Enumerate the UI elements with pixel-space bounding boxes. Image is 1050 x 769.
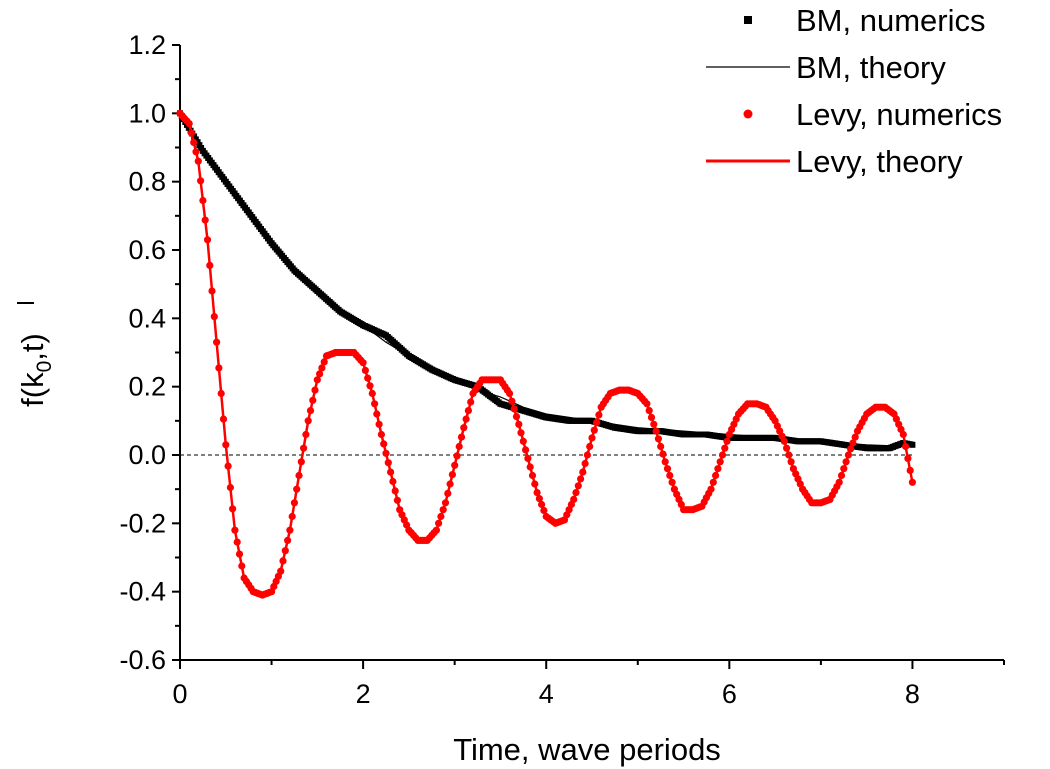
legend-swatch [744, 16, 752, 24]
data-point [909, 441, 916, 448]
series-levy-theory [179, 112, 914, 597]
legend-label: Levy, theory [796, 144, 963, 179]
y-tick-label: -0.4 [119, 577, 166, 607]
y-tick-label: 0.8 [128, 167, 166, 197]
y-tick-label: 0.0 [128, 440, 166, 470]
legend-label: Levy, numerics [796, 97, 1002, 132]
legend-label: BM, numerics [796, 3, 985, 38]
legend-label: BM, theory [796, 50, 946, 85]
plot-series [176, 109, 917, 599]
series-line [179, 112, 914, 597]
legend-swatch [743, 109, 753, 119]
y-tick-label: 1.0 [128, 98, 166, 128]
legend-item-levy-theory: Levy, theory [706, 144, 963, 179]
x-tick-label: 8 [905, 679, 920, 709]
svg-text:f(k0,t): f(k0,t) [15, 333, 56, 407]
legend-item-levy-numerics: Levy, numerics [743, 97, 1002, 132]
y-tick-label: -0.2 [119, 508, 166, 538]
y-tick-label: 0.6 [128, 235, 166, 265]
y-tick-label: 0.4 [128, 303, 166, 333]
y-tick-label: -0.6 [119, 645, 166, 675]
legend-item-bm-numerics: BM, numerics [744, 3, 985, 38]
y-axis-title-tail: ,t) [15, 333, 50, 361]
legend: BM, numerics BM, theory Levy, numerics Levy… [706, 3, 1002, 179]
x-tick-label: 6 [722, 679, 737, 709]
x-axis-title: Time, wave periods [453, 732, 721, 767]
y-axis-title-main: f(k [15, 372, 50, 407]
series-levy-numerics [176, 109, 917, 599]
x-tick-label: 0 [172, 679, 187, 709]
legend-item-bm-theory: BM, theory [706, 50, 946, 85]
x-tick-label: 2 [356, 679, 371, 709]
axes: -0.6 -0.4 -0.2 0.0 0.2 0.4 0.6 0.8 1.0 1.2 0 2 4 6 8 [119, 30, 1005, 709]
y-axis-title: f(k0,t) [15, 302, 56, 407]
x-tick-label: 4 [539, 679, 554, 709]
y-axis-title-subscript: 0 [33, 361, 56, 373]
y-tick-label: 1.2 [128, 30, 166, 60]
y-tick-label: 0.2 [128, 372, 166, 402]
